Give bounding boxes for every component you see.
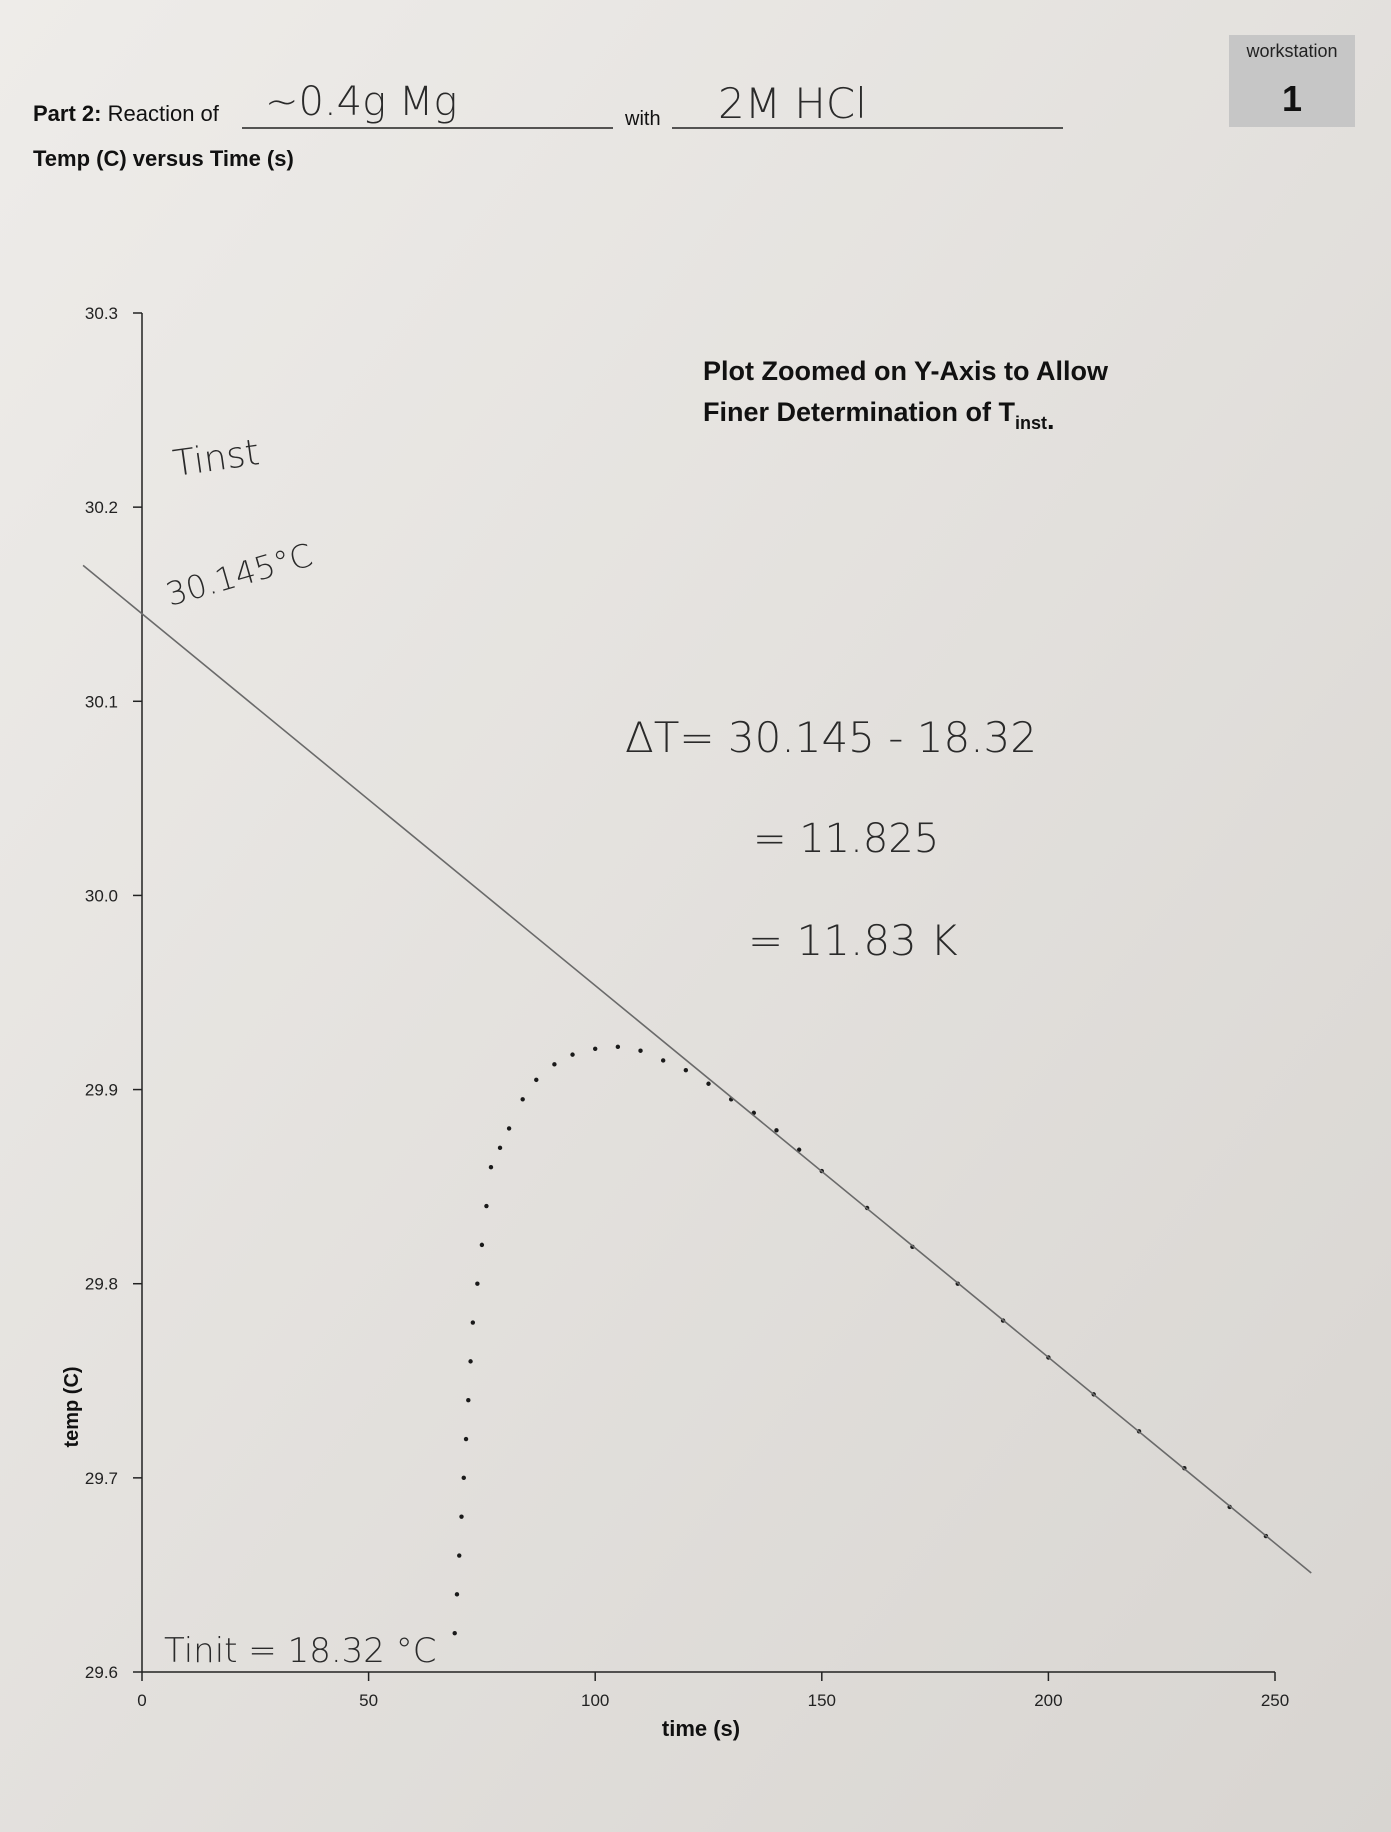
y-tick-label: 29.9: [85, 1081, 118, 1100]
part: Part 2:: [33, 101, 101, 126]
data-point: [706, 1081, 711, 1086]
data-point: [534, 1077, 539, 1083]
data-point: [497, 1145, 503, 1151]
note-text: Finer Determination of T: [703, 397, 1016, 427]
x-tick-label: 250: [1261, 1691, 1289, 1710]
y-tick-label: 29.6: [85, 1663, 118, 1682]
tinit: Tinit = 18.32 °C: [164, 1631, 436, 1671]
data-point: [488, 1165, 494, 1170]
data-point: [506, 1126, 512, 1131]
with: with: [624, 108, 661, 130]
note: Finer Determination of Tinst.: [703, 397, 1055, 435]
data-point: [683, 1067, 689, 1073]
note-end: .: [1047, 405, 1055, 435]
x-tick-label: 200: [1034, 1691, 1062, 1710]
reaction-of: Reaction of: [108, 101, 220, 126]
y-tick-label: 30.1: [85, 692, 118, 711]
data-point: [463, 1436, 469, 1442]
note-sub: inst: [1015, 413, 1047, 433]
y-tick-label: 30.0: [85, 886, 118, 905]
x-axis-label: time (s): [662, 1716, 740, 1741]
data-point: [593, 1046, 598, 1052]
data-point: [570, 1052, 575, 1057]
y-tick-label: 29.8: [85, 1275, 118, 1294]
y-tick-label: 30.2: [85, 498, 118, 517]
delta-t: = 11.83 K: [748, 916, 958, 965]
data-point: [475, 1281, 480, 1286]
data-point: [479, 1242, 485, 1248]
x-tick-label: 0: [137, 1691, 146, 1710]
x-tick-label: 150: [808, 1691, 836, 1710]
data-point: [796, 1147, 802, 1152]
fit-line: [82, 564, 1312, 1574]
y-tick-label: 29.7: [85, 1469, 118, 1488]
data-point: [468, 1359, 473, 1364]
y-axis-label: temp (C): [61, 1366, 83, 1447]
part-line: Part 2: Reaction of: [33, 101, 220, 126]
data-point: [457, 1553, 462, 1558]
data-point: [615, 1044, 621, 1050]
data-point: [660, 1058, 666, 1063]
workstation-label: workstation: [1245, 41, 1337, 61]
workstation-number: 1: [1282, 78, 1302, 119]
data-point: [470, 1320, 476, 1325]
reactant: ~0.4g Mg: [265, 79, 457, 125]
y-tick-label: 30.3: [85, 304, 118, 323]
data-point: [774, 1128, 779, 1133]
x-tick-label: 100: [581, 1691, 609, 1710]
chart-title: Temp (C) versus Time (s): [33, 146, 294, 171]
data-point: [520, 1097, 525, 1102]
data-point: [459, 1514, 464, 1519]
x-tick-label: 50: [359, 1691, 378, 1710]
data-point: [452, 1630, 457, 1636]
data-point: [638, 1048, 643, 1053]
delta-t: = 11.825: [753, 816, 939, 862]
reagent: 2M HCl: [718, 79, 867, 128]
data-point: [484, 1203, 489, 1209]
data-point: [466, 1398, 471, 1403]
data-point: [552, 1062, 557, 1067]
delta-t: ΔT= 30.145 - 18.32: [625, 713, 1037, 762]
note: Plot Zoomed on Y-Axis to Allow: [703, 356, 1109, 386]
data-point: [461, 1475, 466, 1481]
workstation-box: [1229, 35, 1355, 127]
data-point: [454, 1592, 460, 1597]
